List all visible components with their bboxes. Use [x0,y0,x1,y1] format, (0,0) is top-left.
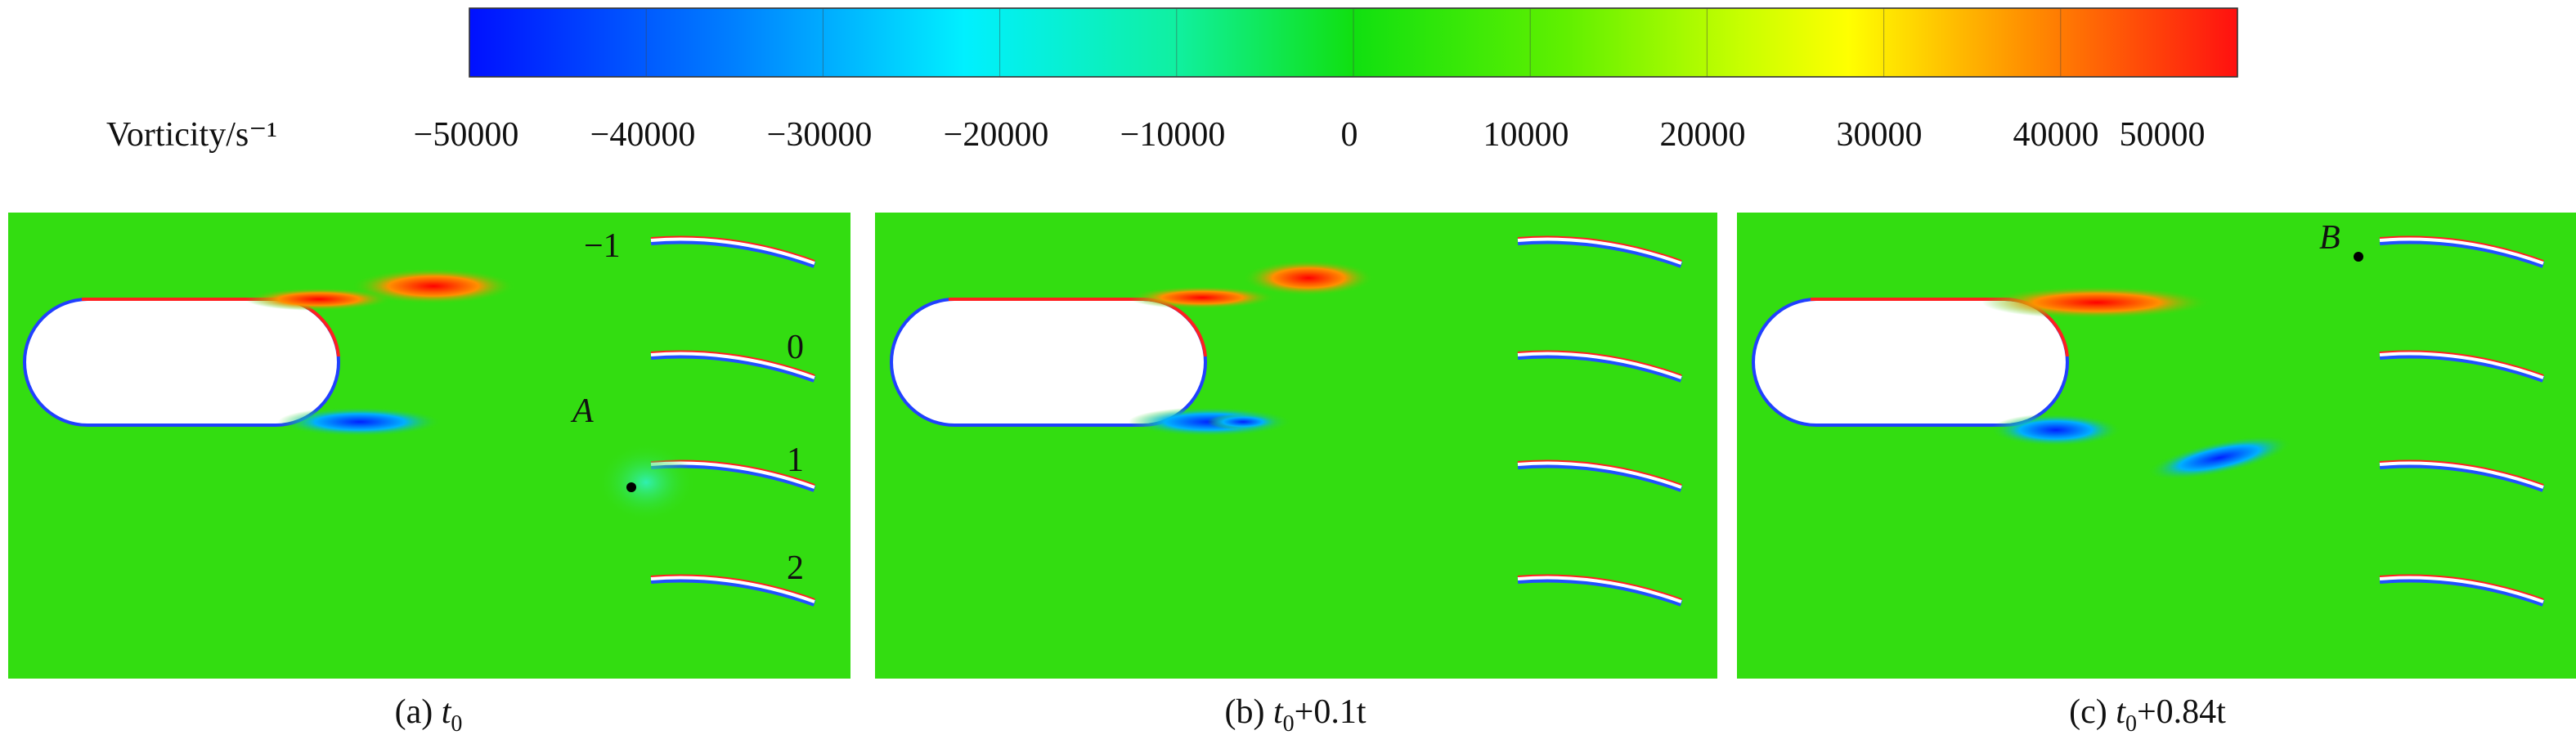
caption-part: (a) [395,693,433,731]
panel-a: A −1 0 1 2 [8,213,850,679]
colorbar-ticks: −50000 −40000 −30000 −20000 −10000 0 10000 2000… [414,116,2206,154]
blade-label: 0 [787,329,804,366]
captions: (a) t0 (b) t0+0.1t (c) t0+0.84t [395,693,2227,735]
caption-part: t [1273,693,1284,731]
panel-b [875,213,1717,679]
caption-part: (c) [2069,693,2107,731]
caption: (a) t0 [395,693,463,735]
colorbar-tick-label: 50000 [2120,116,2206,154]
caption-part: +0.1t [1295,693,1367,731]
caption-part: t [442,693,452,731]
colorbar-tick-label: 0 [1341,116,1358,154]
colorbar-tick-label: −30000 [767,116,873,154]
caption-part: 0 [451,711,462,735]
caption-part: 0 [1283,711,1295,735]
colorbar-tick-label: −40000 [590,116,696,154]
blade-label: 2 [787,549,804,587]
caption-part: (b) [1224,693,1264,731]
colorbar-segments [645,8,2062,77]
blade-label: 1 [787,441,804,479]
caption: (b) t0+0.1t [1224,693,1366,735]
point-label: B [2319,219,2340,257]
point-label: A [570,392,594,430]
panel-c: B [1737,213,2576,679]
colorbar-tick-label: 30000 [1837,116,1923,154]
colorbar-tick-label: 40000 [2013,116,2099,154]
colorbar-tick-label: −20000 [944,116,1049,154]
colorbar-tick-label: −10000 [1120,116,1226,154]
caption-part: t [2116,693,2126,731]
colorbar-tick-label: 10000 [1483,116,1569,154]
caption: (c) t0+0.84t [2069,693,2226,735]
colorbar-tick-label: 20000 [1660,116,1746,154]
colorbar-tick-label: −50000 [414,116,519,154]
caption-part: +0.84t [2137,693,2226,731]
caption-part: 0 [2125,711,2137,735]
blade-label: −1 [584,227,621,265]
colorbar-label: Vorticity/s⁻¹ [106,116,277,154]
